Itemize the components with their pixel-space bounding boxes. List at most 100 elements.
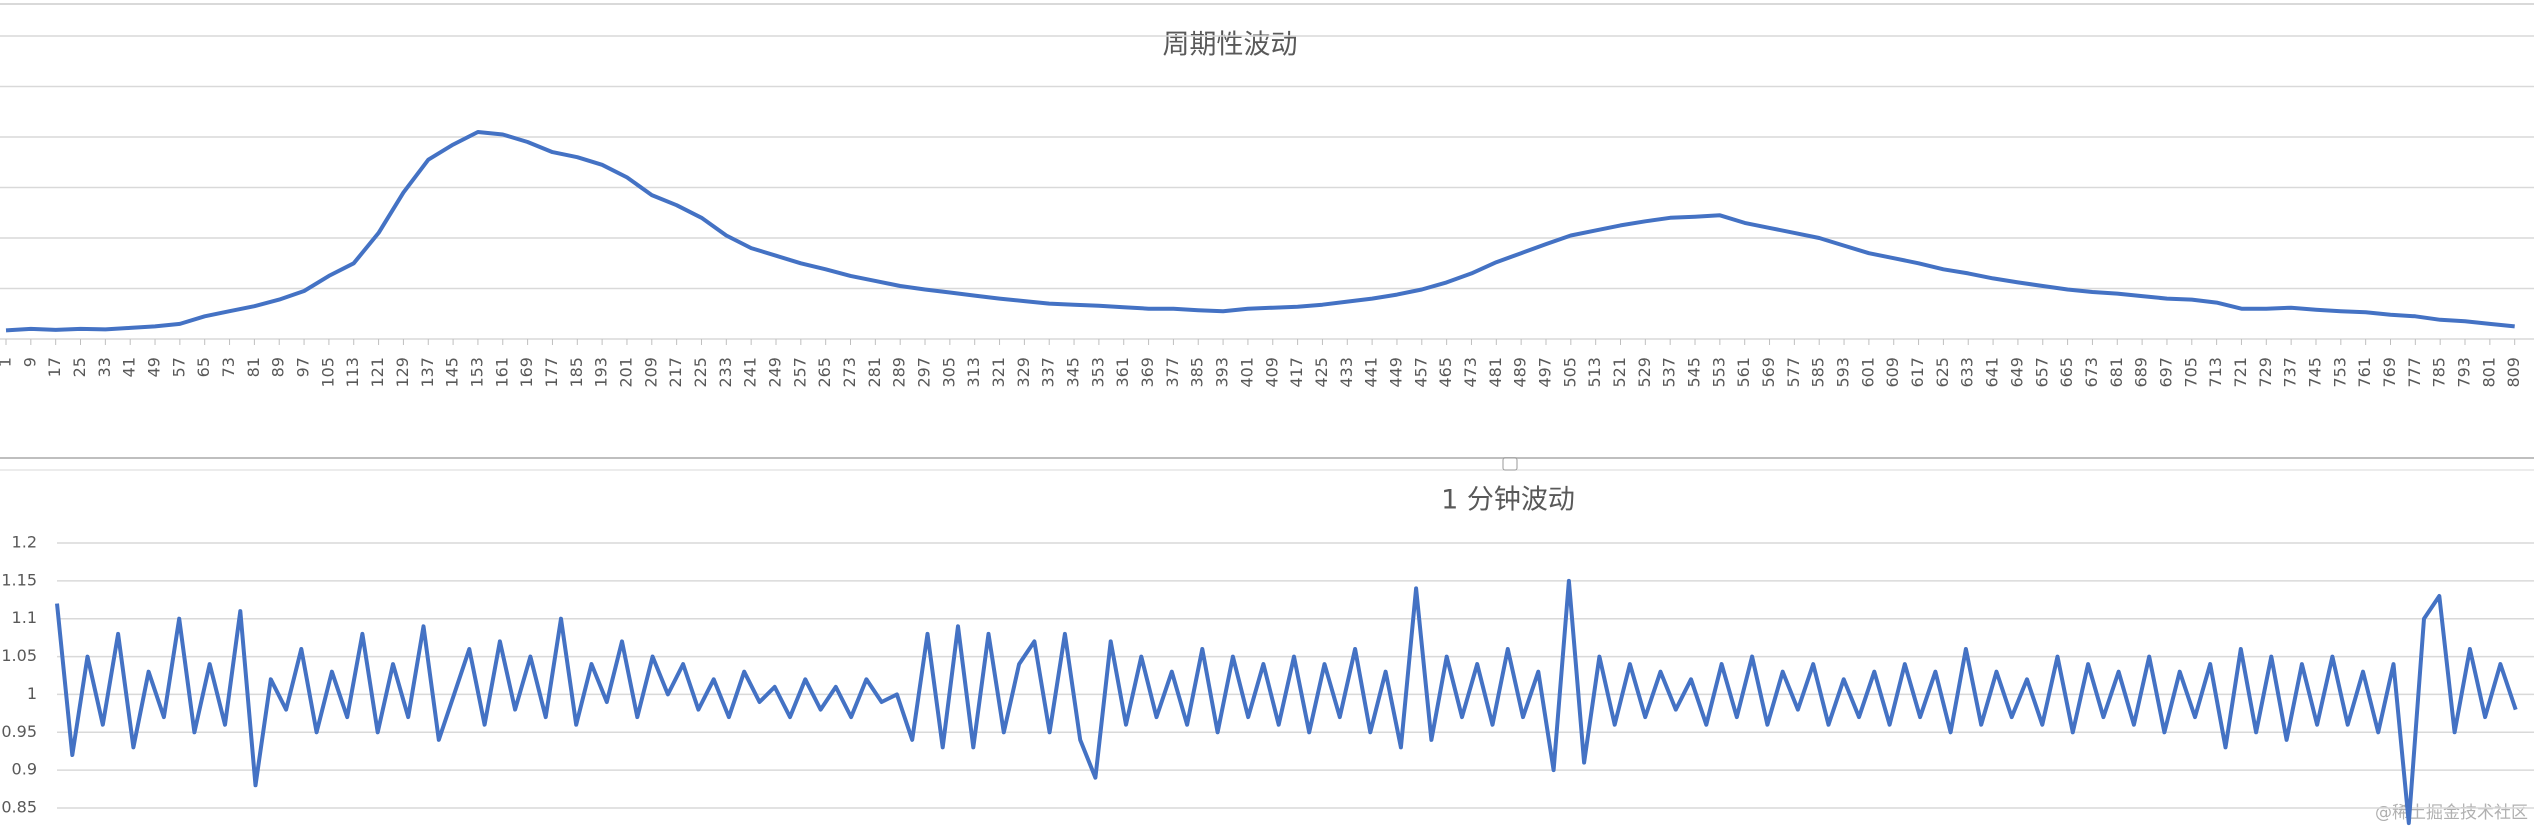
x-tick-label: 577: [1784, 357, 1803, 388]
x-tick-label: 465: [1436, 357, 1455, 388]
resize-handle[interactable]: [1502, 457, 1518, 471]
data-line: [5, 130, 2515, 333]
y-tick-label: 0.9: [12, 760, 37, 779]
x-tick-label: 617: [1908, 357, 1927, 388]
x-tick-label: 257: [790, 357, 809, 388]
x-tick-label: 649: [2007, 357, 2026, 388]
x-tick-label: 489: [1511, 357, 1530, 388]
y-tick-label: 0.95: [1, 722, 37, 741]
x-tick-label: 185: [567, 357, 586, 388]
x-tick-label: 681: [2107, 357, 2126, 388]
watermark: @稀土掘金技术社区: [2375, 803, 2528, 823]
x-tick-label: 481: [1486, 357, 1505, 388]
x-tick-label: 137: [418, 357, 437, 388]
x-tick-label: 337: [1039, 357, 1058, 388]
x-tick-label: 609: [1883, 357, 1902, 388]
y-tick-label: 1.15: [1, 570, 37, 589]
x-tick-label: 153: [467, 357, 486, 388]
x-tick-label: 241: [741, 357, 760, 388]
x-tick-label: 657: [2032, 357, 2051, 388]
y-tick-label: 1: [27, 684, 37, 703]
x-tick-label: 57: [169, 357, 188, 377]
x-tick-label: 513: [1585, 357, 1604, 388]
x-tick-label: 41: [120, 357, 139, 377]
y-tick-label: 1.05: [1, 646, 37, 665]
x-tick-label: 25: [70, 357, 89, 377]
x-tick-label: 169: [517, 357, 536, 388]
x-tick-label: 521: [1610, 357, 1629, 388]
x-tick-label: 17: [45, 357, 64, 377]
x-tick-label: 281: [865, 357, 884, 388]
x-tick-label: 561: [1734, 357, 1753, 388]
x-tick-label: 433: [1337, 357, 1356, 388]
x-tick-label: 729: [2256, 357, 2275, 388]
x-tick-label: 217: [666, 357, 685, 388]
x-tick-label: 329: [1014, 357, 1033, 388]
x-tick-label: 529: [1635, 357, 1654, 388]
x-tick-label: 97: [294, 357, 313, 377]
x-tick-label: 457: [1411, 357, 1430, 388]
x-tick-label: 129: [393, 357, 412, 388]
x-tick-label: 425: [1312, 357, 1331, 388]
x-tick-label: 393: [1213, 357, 1232, 388]
x-tick-label: 209: [641, 357, 660, 388]
x-tick-label: 777: [2405, 357, 2424, 388]
x-tick-label: 321: [989, 357, 1008, 388]
x-tick-label: 313: [964, 357, 983, 388]
x-tick-label: 689: [2132, 357, 2151, 388]
x-tick-label: 769: [2380, 357, 2399, 388]
x-tick-label: 121: [368, 357, 387, 388]
x-tick-label: 297: [915, 357, 934, 388]
x-tick-label: 545: [1685, 357, 1704, 388]
x-tick-label: 721: [2231, 357, 2250, 388]
x-tick-label: 273: [840, 357, 859, 388]
x-tick-label: 809: [2504, 357, 2523, 388]
x-tick-label: 369: [1138, 357, 1157, 388]
x-tick-label: 785: [2430, 357, 2449, 388]
y-tick-label: 1.1: [12, 608, 37, 627]
x-tick-label: 633: [1958, 357, 1977, 388]
x-tick-label: 705: [2181, 357, 2200, 388]
x-tick-label: 409: [1262, 357, 1281, 388]
x-tick-label: 89: [269, 357, 288, 377]
x-tick-label: 225: [691, 357, 710, 388]
x-tick-label: 385: [1188, 357, 1207, 388]
x-tick-label: 753: [2330, 357, 2349, 388]
chart-title: 1 分钟波动: [1441, 485, 1575, 516]
x-tick-label: 713: [2206, 357, 2225, 388]
x-tick-label: 801: [2479, 357, 2498, 388]
x-tick-label: 177: [542, 357, 561, 388]
x-tick-label: 585: [1809, 357, 1828, 388]
y-tick-label: 1.2: [12, 533, 37, 552]
x-tick-label: 9: [20, 357, 39, 367]
x-tick-label: 305: [939, 357, 958, 388]
x-tick-label: 105: [318, 357, 337, 388]
x-tick-label: 401: [1237, 357, 1256, 388]
chart-title: 周期性波动: [1163, 30, 1298, 61]
y-tick-label: 0.85: [1, 798, 37, 817]
x-tick-label: 361: [1113, 357, 1132, 388]
x-tick-label: 673: [2082, 357, 2101, 388]
x-tick-label: 761: [2355, 357, 2374, 388]
x-tick-label: 193: [592, 357, 611, 388]
x-tick-label: 593: [1834, 357, 1853, 388]
x-tick-label: 665: [2057, 357, 2076, 388]
x-tick-label: 249: [765, 357, 784, 388]
x-tick-label: 377: [1163, 357, 1182, 388]
x-tick-label: 289: [890, 357, 909, 388]
x-tick-label: 33: [95, 357, 114, 377]
x-tick-label: 697: [2156, 357, 2175, 388]
data-line: [55, 578, 2518, 826]
x-tick-label: 625: [1933, 357, 1952, 388]
x-tick-label: 353: [1088, 357, 1107, 388]
x-tick-label: 65: [194, 357, 213, 377]
x-tick-label: 441: [1362, 357, 1381, 388]
x-tick-label: 449: [1386, 357, 1405, 388]
x-tick-label: 497: [1535, 357, 1554, 388]
x-tick-label: 553: [1709, 357, 1728, 388]
x-tick-label: 265: [815, 357, 834, 388]
x-tick-label: 161: [492, 357, 511, 388]
